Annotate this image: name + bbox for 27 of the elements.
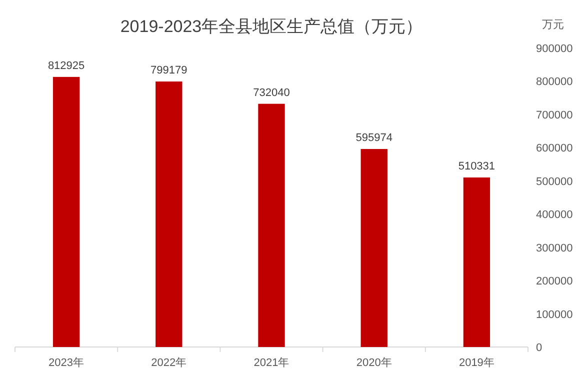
x-tick-label: 2022年 xyxy=(151,357,187,369)
data-label: 812925 xyxy=(48,60,85,72)
x-tick-label: 2019年 xyxy=(458,357,494,369)
bar xyxy=(156,81,182,347)
bar xyxy=(463,177,490,347)
x-tick-label: 2021年 xyxy=(254,357,290,369)
bar xyxy=(52,76,80,347)
y-tick-label: 600000 xyxy=(536,142,573,155)
data-label: 510331 xyxy=(458,160,496,172)
bar xyxy=(360,149,388,347)
x-tick-label: 2023年 xyxy=(48,357,84,369)
y-tick-label: 500000 xyxy=(536,176,573,188)
y-tick-label: 800000 xyxy=(536,76,573,88)
data-label: 595974 xyxy=(356,132,392,144)
y-tick-label: 300000 xyxy=(536,242,573,254)
bar xyxy=(258,104,285,347)
x-tick-label: 2020年 xyxy=(356,357,392,369)
data-label: 732040 xyxy=(253,86,290,99)
y-tick-label: 400000 xyxy=(536,209,573,222)
y-tick-label: 200000 xyxy=(536,276,573,288)
y-tick-label: 0 xyxy=(536,342,542,354)
data-label: 799179 xyxy=(150,64,188,76)
chart-title: 2019-2023年全县地区生产总值（万元） xyxy=(120,17,423,36)
y-axis-title: 万元 xyxy=(542,19,564,31)
y-tick-label: 700000 xyxy=(536,109,573,122)
y-tick-label: 900000 xyxy=(536,43,573,55)
y-tick-label: 100000 xyxy=(536,308,573,321)
